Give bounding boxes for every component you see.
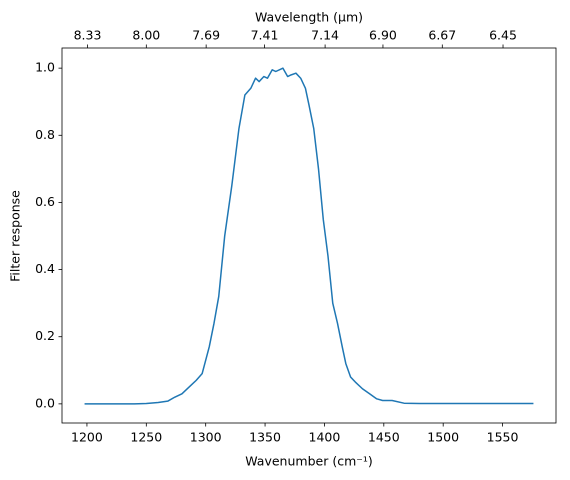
x2-axis-label: Wavelength (μm) (255, 10, 363, 25)
x-tick-label: 1250 (130, 430, 162, 445)
y-tick-label: 0.2 (35, 328, 55, 343)
x-tick-label: 1200 (71, 430, 103, 445)
x-axis-label: Wavenumber (cm⁻¹) (245, 454, 372, 469)
y-tick-label: 0.4 (35, 261, 55, 276)
x-tick-label: 1400 (309, 430, 341, 445)
y-axis-label: Filter response (8, 190, 23, 282)
x2-tick-label: 6.90 (369, 28, 397, 43)
x2-tick-label: 8.33 (74, 28, 102, 43)
plot-frame (61, 47, 557, 424)
y-tick-label: 0.0 (35, 395, 55, 410)
x2-tick-label: 7.69 (192, 28, 220, 43)
x-tick-label: 1450 (368, 430, 400, 445)
x2-tick-label: 8.00 (132, 28, 160, 43)
x-tick-label: 1550 (487, 430, 519, 445)
y-tick-label: 1.0 (35, 60, 55, 75)
x2-tick-label: 7.14 (311, 28, 339, 43)
x2-tick-label: 7.41 (251, 28, 279, 43)
line (84, 67, 534, 405)
y-tick-label: 0.6 (35, 194, 55, 209)
x-tick-label: 1350 (249, 430, 281, 445)
x-tick-label: 1500 (427, 430, 459, 445)
x2-tick-label: 6.45 (489, 28, 517, 43)
x-tick-label: 1300 (190, 430, 222, 445)
y-tick-label: 0.8 (35, 127, 55, 142)
x2-tick-label: 6.67 (428, 28, 456, 43)
